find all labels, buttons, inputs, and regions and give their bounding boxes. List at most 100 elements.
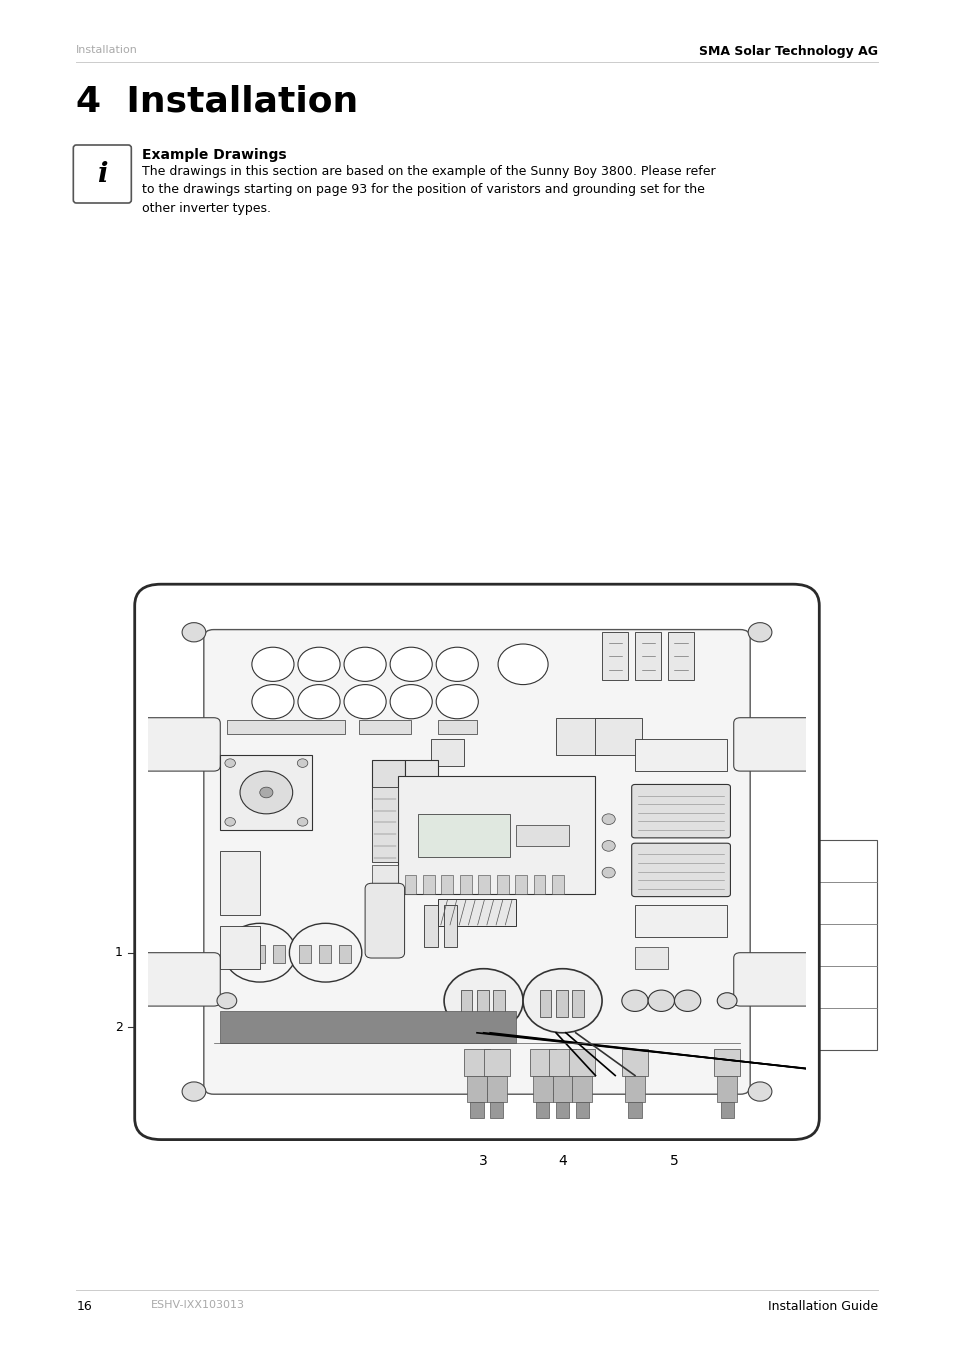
- Text: DC −: DC −: [402, 980, 439, 994]
- Circle shape: [717, 992, 737, 1009]
- FancyBboxPatch shape: [141, 953, 220, 1006]
- Bar: [441, 875, 453, 894]
- Circle shape: [647, 990, 674, 1011]
- Bar: [437, 721, 476, 734]
- Bar: [539, 990, 551, 1017]
- Text: i: i: [97, 161, 108, 188]
- Bar: [233, 945, 245, 964]
- Circle shape: [216, 992, 236, 1009]
- Text: 4: 4: [288, 980, 296, 994]
- Bar: [476, 990, 488, 1017]
- Bar: [621, 1049, 647, 1076]
- Bar: [628, 1102, 640, 1118]
- Bar: [273, 945, 285, 964]
- Circle shape: [390, 648, 432, 681]
- Circle shape: [289, 923, 361, 982]
- Bar: [635, 633, 660, 680]
- Bar: [459, 875, 471, 894]
- Text: 1: 1: [115, 946, 123, 959]
- Text: 1: 1: [288, 854, 296, 868]
- Circle shape: [444, 968, 522, 1033]
- Circle shape: [390, 684, 432, 719]
- Bar: [635, 740, 726, 771]
- Bar: [477, 875, 490, 894]
- Bar: [552, 875, 563, 894]
- Circle shape: [747, 623, 771, 642]
- Bar: [572, 990, 583, 1017]
- Bar: [533, 875, 545, 894]
- Circle shape: [297, 758, 308, 768]
- FancyBboxPatch shape: [73, 145, 132, 203]
- Text: 4  Installation: 4 Installation: [76, 85, 358, 119]
- Circle shape: [601, 867, 615, 877]
- Bar: [549, 1049, 576, 1076]
- Bar: [397, 776, 595, 894]
- Bar: [253, 945, 265, 964]
- Bar: [404, 875, 416, 894]
- Text: 2: 2: [288, 896, 296, 910]
- Circle shape: [344, 648, 386, 681]
- Circle shape: [601, 841, 615, 852]
- Bar: [417, 814, 509, 857]
- Bar: [227, 721, 345, 734]
- Bar: [536, 1102, 549, 1118]
- Bar: [444, 904, 456, 948]
- Circle shape: [297, 648, 339, 681]
- Bar: [515, 875, 526, 894]
- Circle shape: [297, 684, 339, 719]
- Text: 16: 16: [76, 1301, 92, 1313]
- Circle shape: [747, 1082, 771, 1101]
- Bar: [497, 875, 508, 894]
- FancyBboxPatch shape: [204, 630, 749, 1094]
- Text: Installation Guide: Installation Guide: [767, 1301, 877, 1313]
- Circle shape: [182, 623, 206, 642]
- Circle shape: [522, 968, 601, 1033]
- Bar: [422, 875, 435, 894]
- Bar: [220, 852, 259, 915]
- Bar: [533, 1076, 552, 1102]
- Bar: [424, 904, 437, 948]
- Text: Installation: Installation: [76, 45, 138, 55]
- FancyBboxPatch shape: [134, 584, 819, 1140]
- Text: Position of grounding set: Position of grounding set: [402, 896, 575, 910]
- Bar: [220, 926, 259, 968]
- Text: Position of varistors: Position of varistors: [402, 854, 539, 868]
- Bar: [463, 1049, 490, 1076]
- Bar: [556, 1102, 569, 1118]
- Bar: [372, 760, 404, 808]
- FancyBboxPatch shape: [733, 953, 812, 1006]
- Circle shape: [252, 648, 294, 681]
- Text: ESHV-IXX103013: ESHV-IXX103013: [152, 1301, 245, 1310]
- Text: 4: 4: [558, 1153, 566, 1168]
- Bar: [270, 840, 876, 1051]
- Text: 5: 5: [669, 1153, 679, 1168]
- Bar: [552, 1076, 572, 1102]
- Bar: [299, 945, 311, 964]
- Bar: [713, 1049, 740, 1076]
- Bar: [470, 1102, 483, 1118]
- Bar: [717, 1076, 737, 1102]
- FancyBboxPatch shape: [141, 718, 220, 771]
- Circle shape: [621, 990, 647, 1011]
- Bar: [467, 1076, 486, 1102]
- Bar: [372, 864, 397, 894]
- Circle shape: [297, 818, 308, 826]
- Circle shape: [436, 684, 477, 719]
- Bar: [404, 760, 437, 808]
- Text: DC +: DC +: [402, 938, 439, 952]
- Bar: [529, 1049, 556, 1076]
- Circle shape: [344, 684, 386, 719]
- Bar: [556, 990, 567, 1017]
- Bar: [635, 904, 726, 937]
- Bar: [358, 721, 411, 734]
- Bar: [635, 948, 667, 968]
- Bar: [572, 1076, 592, 1102]
- Bar: [220, 754, 312, 830]
- Bar: [460, 990, 472, 1017]
- Circle shape: [225, 758, 235, 768]
- Text: SMA Solar Technology AG: SMA Solar Technology AG: [698, 45, 877, 58]
- Bar: [486, 1076, 506, 1102]
- FancyBboxPatch shape: [631, 844, 730, 896]
- Circle shape: [240, 771, 293, 814]
- Bar: [483, 1049, 509, 1076]
